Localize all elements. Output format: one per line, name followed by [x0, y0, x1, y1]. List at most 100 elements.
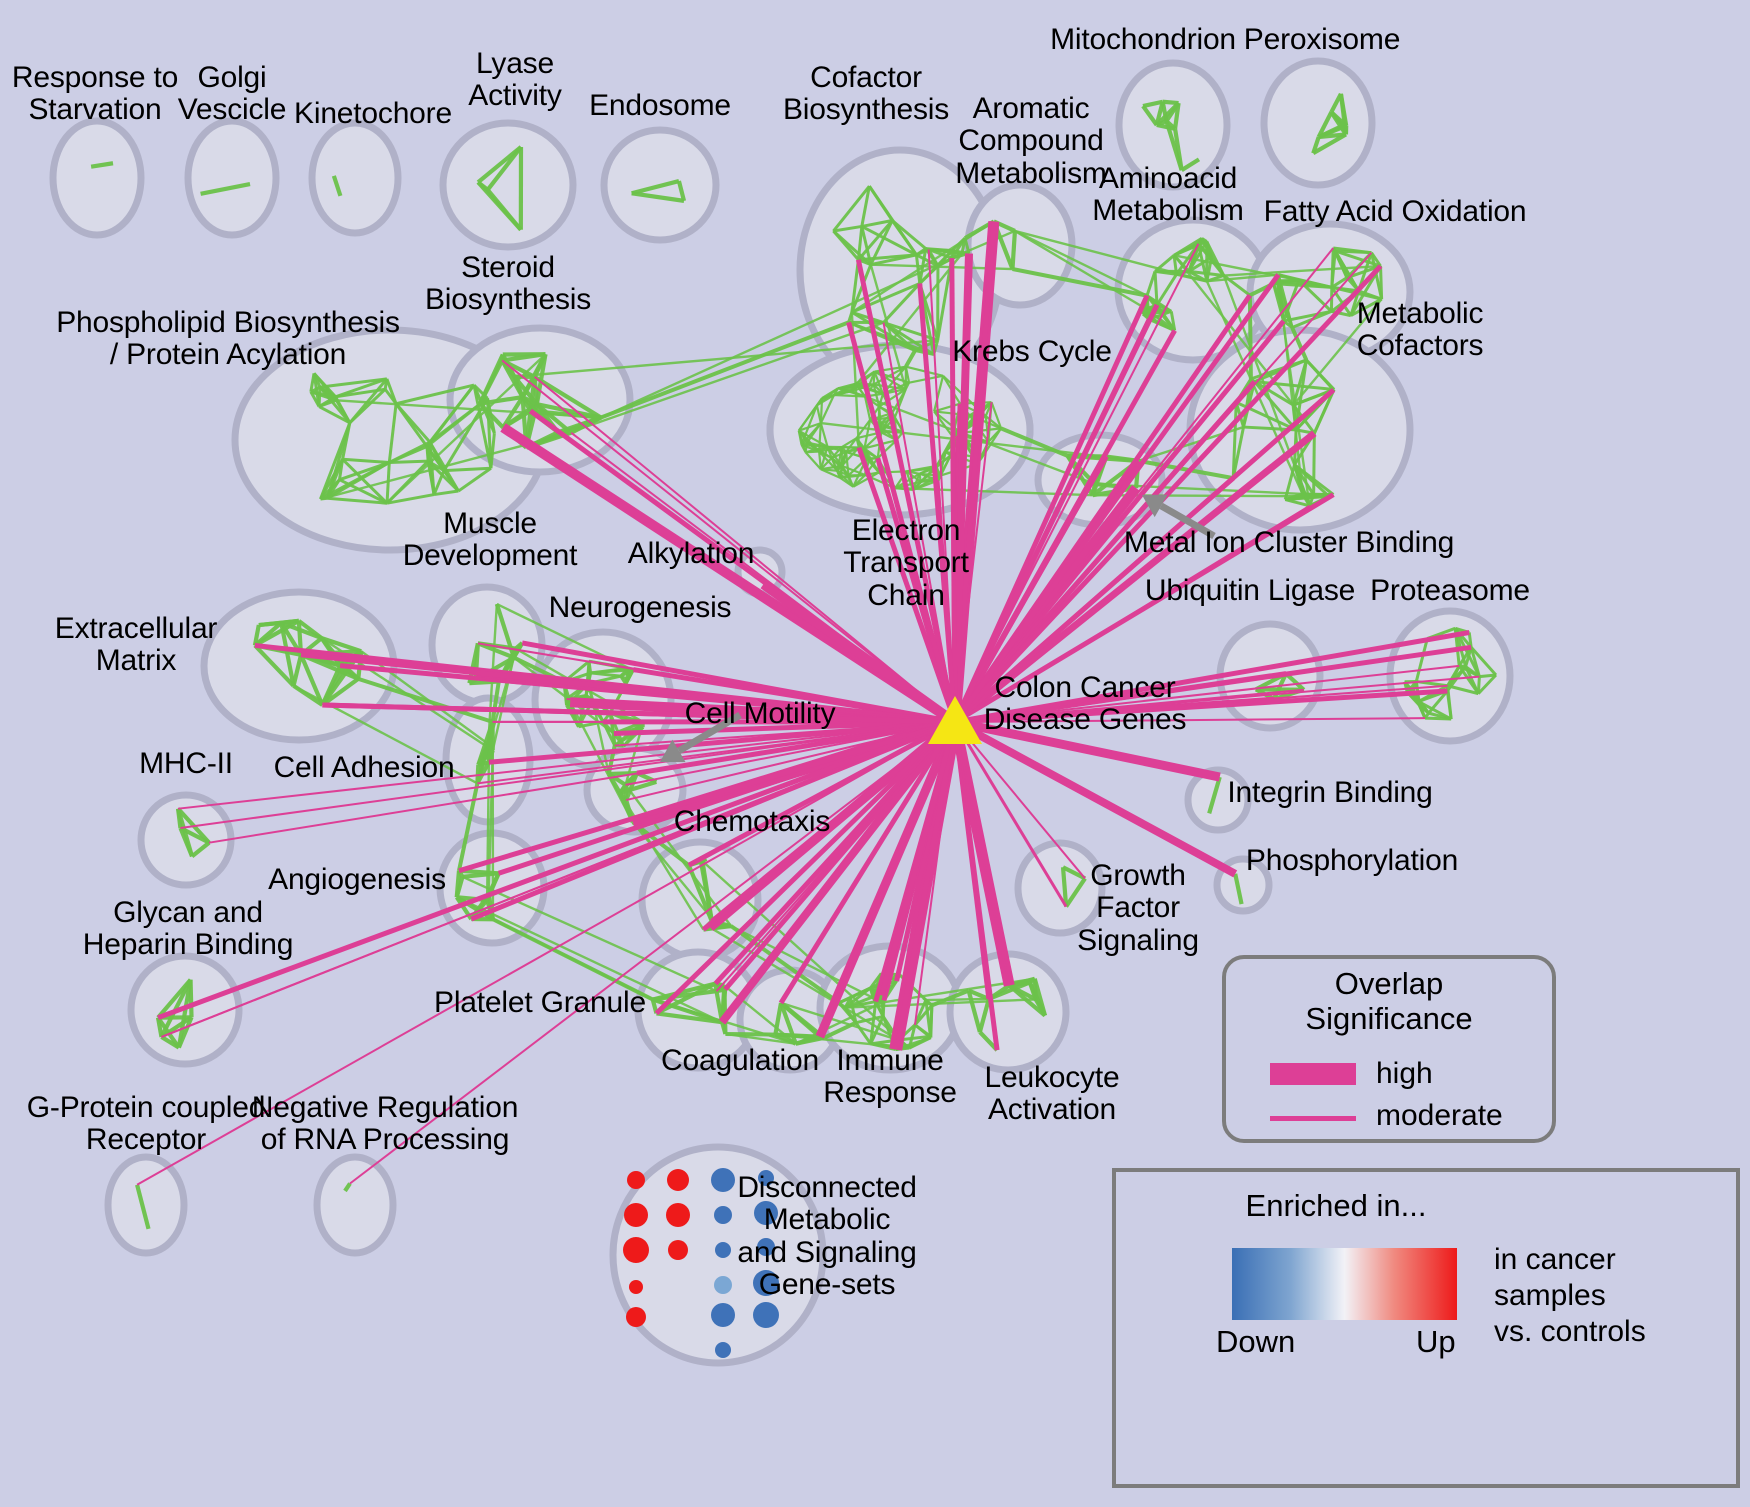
gene-set-node	[667, 1169, 689, 1191]
significance-edge-mhc-ii	[177, 721, 956, 810]
gene-set-node	[715, 1342, 731, 1358]
overlap-edge	[860, 185, 871, 227]
overlap-edge	[478, 353, 505, 405]
gene-set-node	[754, 1201, 778, 1225]
overlap-edge	[820, 457, 833, 471]
overlap-edge	[478, 402, 505, 429]
overlap-edge	[253, 643, 296, 688]
overlap-edge	[894, 472, 921, 490]
cluster-halo-integrin-binding	[1184, 766, 1252, 834]
overlap-edge	[833, 224, 863, 233]
significance-edge	[715, 721, 956, 992]
overlap-edge	[432, 470, 446, 496]
inter-cluster-overlap-edge	[701, 860, 911, 1049]
significance-edge	[954, 721, 990, 1000]
overlap-edge	[1346, 264, 1382, 280]
overlap-edge	[489, 432, 496, 469]
overlap-edge	[1231, 402, 1238, 479]
significance-edge	[322, 702, 956, 725]
overlap-edge	[486, 145, 523, 192]
inter-cluster-overlap-edge	[845, 998, 1036, 1009]
overlap-edge	[1172, 102, 1181, 130]
overlap-edge	[801, 443, 828, 448]
overlap-edge	[337, 459, 345, 480]
significance-edge	[778, 720, 958, 1005]
gene-set-node	[753, 1270, 779, 1296]
hub-node-colon-cancer-disease-genes[interactable]	[928, 696, 982, 744]
overlap-edge	[1164, 120, 1184, 171]
significance-edge	[882, 322, 956, 723]
overlap-edge	[342, 457, 390, 465]
overlap-edge	[1312, 132, 1348, 156]
overlap-edge	[300, 652, 360, 681]
arrow-metal-ion-cluster-binding	[1159, 502, 1216, 540]
overlap-edge	[1379, 266, 1384, 300]
overlap-edge	[532, 376, 539, 405]
overlap-edge	[1284, 498, 1310, 508]
overlap-significance-legend: Overlap Significance high moderate	[1222, 955, 1556, 1143]
overlap-edge	[841, 464, 866, 477]
overlap-edge	[160, 1015, 193, 1039]
overlap-edge	[1350, 297, 1383, 317]
significance-edge	[625, 721, 956, 802]
inter-cluster-overlap-edge	[478, 396, 489, 406]
inter-cluster-overlap-edge	[336, 399, 602, 419]
overlap-edge	[341, 458, 389, 505]
cluster-halo-peroxisome	[1260, 57, 1376, 189]
overlap-edge	[1060, 867, 1069, 907]
overlap-edge	[535, 402, 573, 435]
inter-cluster-overlap-edge	[1276, 280, 1311, 506]
overlap-edge	[873, 371, 884, 395]
overlap-edge	[1205, 241, 1213, 258]
overlap-edge	[1188, 269, 1224, 278]
overlap-edge	[317, 387, 322, 407]
overlap-edge	[318, 395, 337, 408]
overlap-edge	[700, 860, 714, 922]
overlap-edge	[826, 446, 843, 467]
overlap-edge	[310, 390, 336, 399]
overlap-edge	[135, 1184, 151, 1230]
inter-cluster-overlap-edge	[729, 924, 841, 1005]
overlap-edge	[827, 445, 847, 453]
overlap-edge	[804, 451, 822, 471]
overlap-edge	[1331, 276, 1348, 289]
significance-edge	[954, 504, 1311, 723]
significance-edge	[161, 721, 956, 1038]
overlap-edge	[845, 437, 858, 453]
inter-cluster-overlap-edge	[709, 926, 900, 1042]
overlap-edge	[395, 383, 475, 406]
inter-cluster-overlap-edge	[386, 353, 547, 505]
significance-edge	[458, 719, 956, 874]
significance-edge	[896, 721, 958, 1041]
overlap-edge	[318, 386, 351, 424]
overlap-edge	[819, 422, 829, 448]
arrow-cell-motility-head	[660, 739, 686, 763]
significance-edge	[879, 721, 958, 997]
overlap-edge	[1312, 389, 1335, 434]
significance-edge	[954, 721, 1086, 880]
overlap-edge	[1457, 646, 1473, 667]
overlap-edge	[913, 1004, 934, 1026]
overlap-edge	[321, 677, 360, 707]
overlap-edge	[1064, 877, 1087, 908]
overlap-edge	[1284, 672, 1306, 692]
significance-edge	[952, 329, 1177, 724]
overlap-edge	[479, 394, 523, 406]
cluster-halo-negative-regulation-rna-processing	[313, 1153, 397, 1257]
significance-edge-negative-regulation-rna-processing	[349, 721, 956, 1185]
significance-edge	[687, 719, 957, 868]
overlap-edge	[906, 464, 937, 473]
overlap-edge	[252, 624, 261, 646]
overlap-edge	[1145, 270, 1157, 297]
inter-cluster-overlap-edge	[925, 997, 989, 1002]
overlap-high-label: high	[1376, 1057, 1433, 1090]
significance-edge	[856, 446, 958, 723]
overlap-edge	[299, 653, 325, 706]
overlap-edge	[520, 375, 537, 399]
inter-cluster-overlap-edge	[1137, 458, 1234, 481]
overlap-edge	[501, 358, 536, 379]
significance-edge	[954, 247, 1335, 723]
significance-edge	[613, 719, 956, 736]
overlap-edge	[1188, 256, 1213, 273]
overlap-edge	[1329, 111, 1348, 136]
